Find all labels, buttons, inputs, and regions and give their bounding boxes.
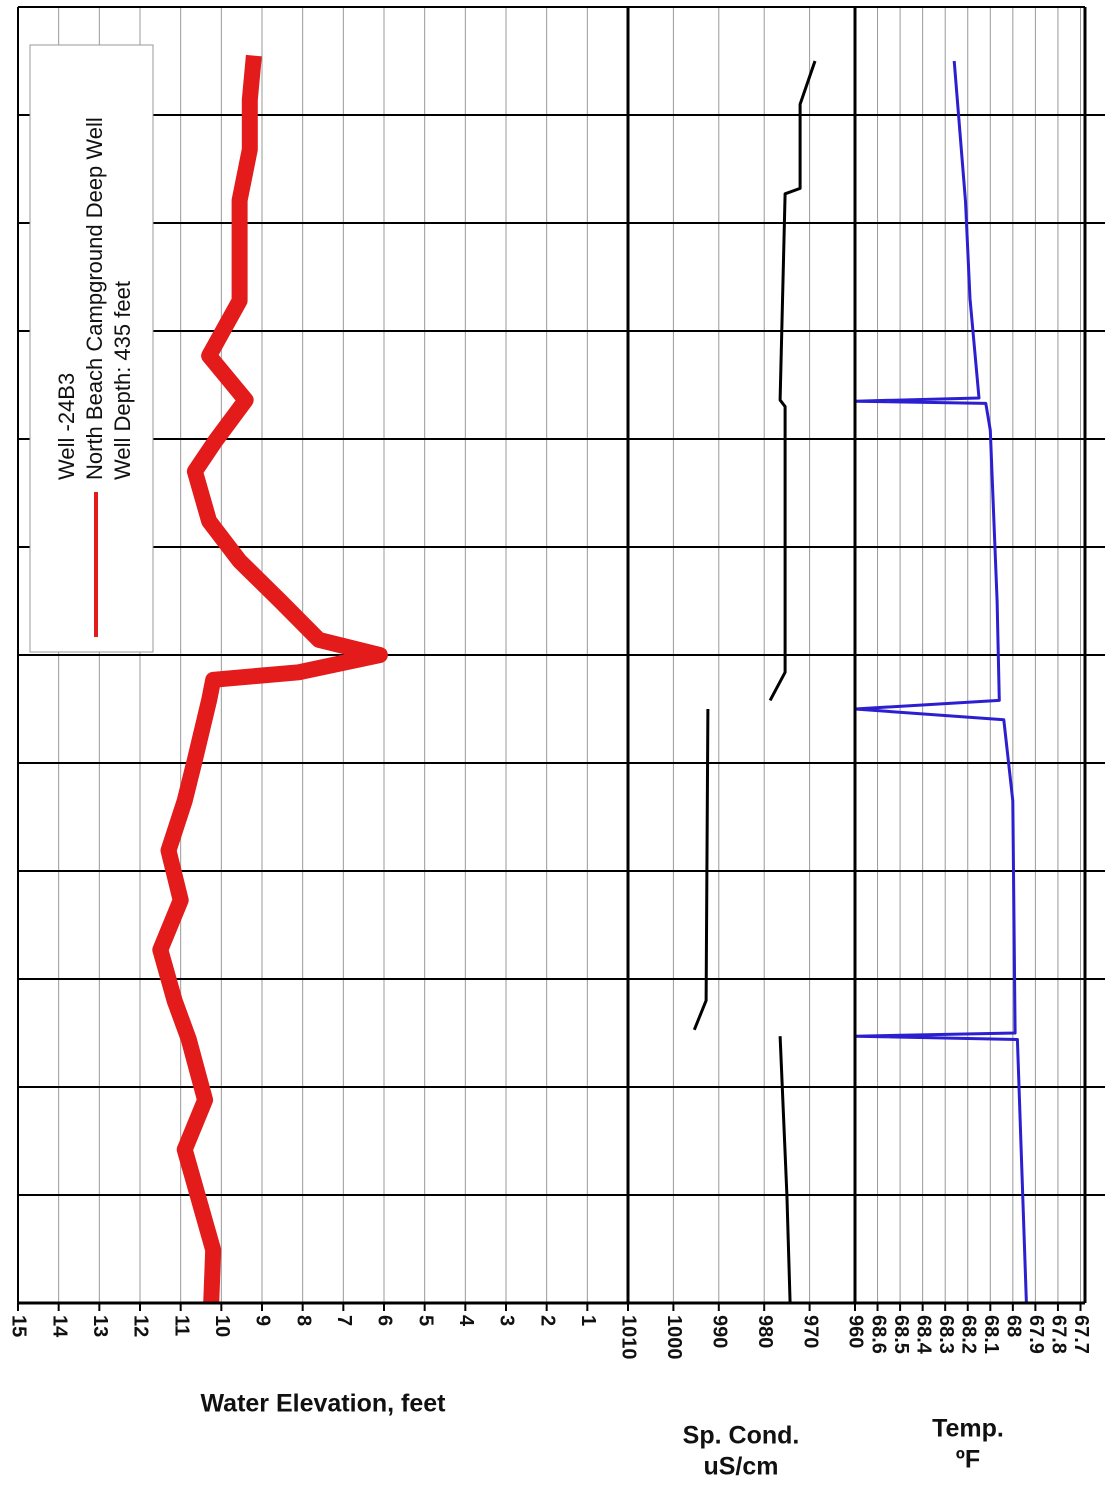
y-tick-label: 15 <box>8 1315 30 1337</box>
data <box>152 54 1028 1304</box>
y-tick-label: 6 <box>374 1315 396 1326</box>
y-tick-label: 67.9 <box>1025 1315 1047 1354</box>
y-tick-label: 1000 <box>663 1315 685 1360</box>
legend-label: North Beach Campground Deep Well <box>82 117 107 480</box>
y-tick-label: 5 <box>414 1315 436 1326</box>
y-tick-label: 9 <box>252 1315 274 1326</box>
legend-note: Well Depth: 435 feet <box>110 281 135 480</box>
y-tick-label: 1 <box>577 1315 599 1326</box>
y-tick-label: 13 <box>89 1315 111 1337</box>
legend: Well -24B3 North Beach Campground Deep We… <box>29 44 154 653</box>
y-tick-label: 68 <box>1003 1315 1025 1337</box>
y-tick-label: 12 <box>130 1315 152 1337</box>
axis-label: Sp. Cond. <box>683 1422 800 1450</box>
axis-label: Temp. <box>932 1415 1004 1443</box>
y-tick-label: 980 <box>754 1315 776 1348</box>
y-tick-label: 68.4 <box>912 1315 934 1355</box>
axis-label: Water Elevation, feet <box>201 1390 447 1418</box>
y-tick-label: 11 <box>170 1315 192 1336</box>
y-tick-label: 68.6 <box>867 1315 889 1354</box>
axis-label: ºF <box>956 1446 980 1474</box>
y-tick-label: 960 <box>845 1315 867 1348</box>
y-tick-label: 1010 <box>618 1315 640 1360</box>
y-tick-label: 67.7 <box>1070 1315 1092 1354</box>
y-tick-label: 970 <box>799 1315 821 1348</box>
series-line <box>692 60 817 1304</box>
y-tick-label: 3 <box>496 1315 518 1326</box>
legend-box <box>29 44 154 653</box>
frame <box>17 6 1087 1311</box>
y-tick-label: 4 <box>455 1315 477 1327</box>
y-tick-label: 68.1 <box>980 1315 1002 1354</box>
y-tick-label: 68.2 <box>957 1315 979 1354</box>
y-tick-label: 68.5 <box>890 1315 912 1354</box>
y-tick-label: 67.8 <box>1048 1315 1070 1354</box>
y-tick-label: 68.3 <box>935 1315 957 1354</box>
y-tick-label: 7 <box>333 1315 355 1326</box>
axis-label: uS/cm <box>703 1453 778 1481</box>
legend-title: Well -24B3 <box>54 373 79 480</box>
y-tick-label: 2 <box>536 1315 558 1326</box>
series-line <box>152 54 388 1304</box>
y-tick-label: 14 <box>48 1315 70 1338</box>
series-line <box>853 60 1028 1304</box>
y-tick-label: 990 <box>709 1315 731 1348</box>
y-tick-label: 8 <box>292 1315 314 1326</box>
y-tick-label: 10 <box>211 1315 233 1337</box>
